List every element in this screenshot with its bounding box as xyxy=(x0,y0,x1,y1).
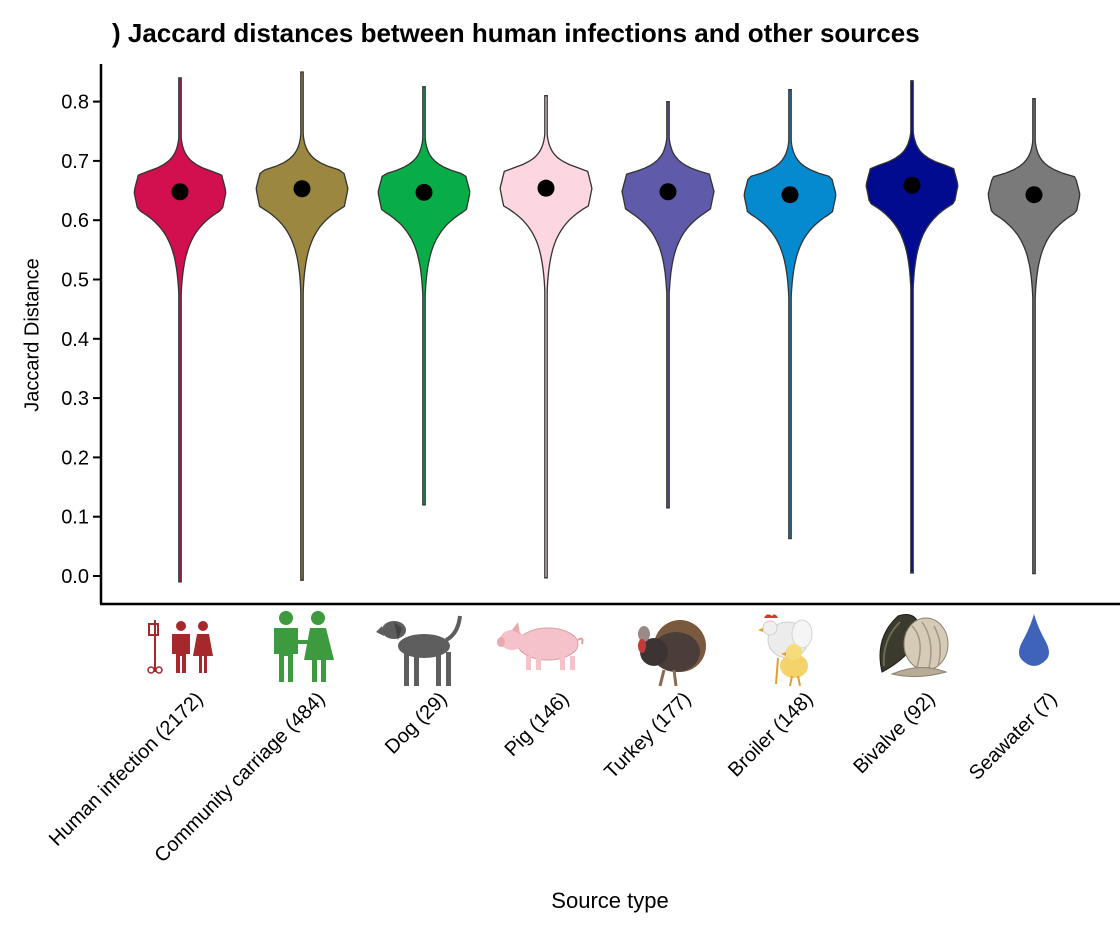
median-point xyxy=(903,176,921,194)
median-point xyxy=(781,186,799,204)
y-tick-label: 0.1 xyxy=(61,507,89,529)
violin-6 xyxy=(743,89,837,540)
y-tick-label: 0.6 xyxy=(61,210,89,232)
violin-2 xyxy=(255,71,349,581)
y-tick-label: 0.8 xyxy=(61,92,89,114)
chart-title: ) Jaccard distances between human infect… xyxy=(112,18,920,48)
y-tick-label: 0.4 xyxy=(61,329,89,351)
y-tick-label: 0.2 xyxy=(61,447,89,469)
y-tick-label: 0.3 xyxy=(61,388,89,410)
y-tick-label: 0.5 xyxy=(61,270,89,292)
x-tick-label: Bivalve (92) xyxy=(849,688,939,778)
violin-5 xyxy=(621,100,715,509)
violin-body xyxy=(499,95,593,579)
median-point xyxy=(1025,186,1043,204)
violin-3 xyxy=(377,86,471,506)
mussel-icon xyxy=(879,614,949,678)
violin-body xyxy=(621,100,715,509)
x-tick-label: Dog (29) xyxy=(381,688,452,759)
x-tick-label: Pig (146) xyxy=(501,688,574,761)
violin-8 xyxy=(987,97,1081,575)
violin-1 xyxy=(133,77,227,583)
y-tick-label: 0.0 xyxy=(61,566,89,588)
violin-body xyxy=(255,71,349,581)
pig-icon xyxy=(497,622,584,670)
median-point xyxy=(171,183,189,201)
x-tick-label: Turkey (177) xyxy=(600,688,695,783)
violin-body xyxy=(377,86,471,506)
x-tick-label: Broiler (148) xyxy=(724,688,817,781)
chicken-icon xyxy=(758,614,813,687)
people-icon xyxy=(274,611,334,682)
violin-body xyxy=(987,97,1081,575)
median-point xyxy=(415,183,433,201)
median-point xyxy=(659,183,677,201)
violin-body xyxy=(133,77,227,583)
dog-icon xyxy=(376,615,462,686)
violin-body xyxy=(743,89,837,540)
violin-7 xyxy=(865,80,959,574)
x-axis-label: Source type xyxy=(551,888,669,913)
violin-body xyxy=(865,80,959,574)
median-point xyxy=(537,179,555,197)
water-drop-icon xyxy=(1019,614,1049,666)
median-point xyxy=(293,180,311,198)
human-infection-icon xyxy=(147,620,213,674)
x-tick-label: Seawater (7) xyxy=(965,688,1062,785)
violin-4 xyxy=(499,95,593,579)
turkey-icon xyxy=(638,620,706,687)
y-tick-label: 0.7 xyxy=(61,151,89,173)
